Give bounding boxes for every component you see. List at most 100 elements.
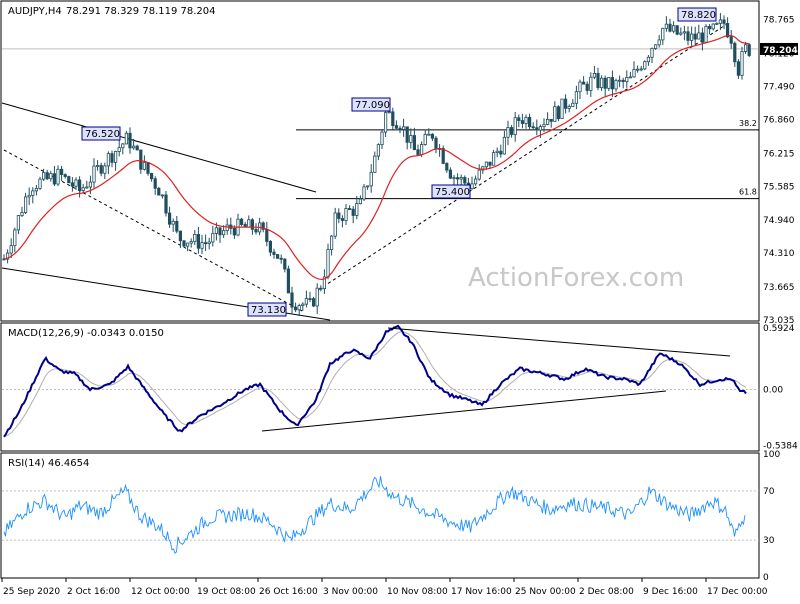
candle-body <box>149 172 154 180</box>
candle-body <box>398 127 402 130</box>
rsi-title: RSI(14) 46.4654 <box>8 458 89 469</box>
candle-body <box>499 150 503 155</box>
candle-body <box>85 186 89 189</box>
candle-body <box>355 203 359 216</box>
candle-body <box>52 173 57 185</box>
candle-body <box>509 127 514 135</box>
candle-body <box>203 242 208 245</box>
candle-body <box>661 27 665 41</box>
candle-body <box>409 135 413 143</box>
candle-body <box>315 287 319 307</box>
macd-lower-trendline <box>261 390 667 432</box>
candle-body <box>221 230 226 236</box>
candle-body <box>391 111 395 126</box>
candle-body <box>535 127 539 131</box>
candle-body <box>700 32 705 43</box>
candle-body <box>524 117 528 124</box>
candle-body <box>394 125 399 129</box>
candle-body <box>362 186 366 200</box>
rsi-line <box>3 476 746 554</box>
price-tick-label: 73.665 <box>763 283 795 293</box>
candle-body <box>304 298 309 305</box>
candle-body <box>380 131 384 146</box>
candle-body <box>463 177 467 184</box>
x-tick-label: 26 Oct 16:00 <box>259 587 318 597</box>
candle-body <box>531 126 535 129</box>
macd-layer <box>2 324 759 438</box>
candle-body <box>38 178 42 189</box>
candle-body <box>293 306 298 311</box>
candle-body <box>103 165 107 174</box>
candle-body <box>178 230 182 242</box>
rsi-tick-label: 30 <box>763 536 775 546</box>
candle-body <box>182 240 186 247</box>
candle-body <box>488 161 492 166</box>
candle-body <box>520 120 525 124</box>
candle-body <box>625 76 629 82</box>
candle-body <box>542 123 546 127</box>
candle-body <box>297 305 301 311</box>
candle-body <box>646 56 651 63</box>
candle-body <box>574 91 579 104</box>
price-tick-label: 76.860 <box>763 115 795 125</box>
candle-body <box>351 208 355 216</box>
candle-body <box>358 198 363 205</box>
candle-body <box>502 136 507 155</box>
candle-body <box>128 132 132 149</box>
candle-body <box>387 111 391 114</box>
candle-body <box>636 68 640 71</box>
rsi-tick-label: 70 <box>763 487 775 497</box>
candle-body <box>117 147 121 152</box>
price-tick-label: 77.490 <box>763 82 795 92</box>
candle-body <box>715 22 719 25</box>
candle-body <box>621 79 625 82</box>
axis-layer: 78.76578.12077.49076.86076.21575.58574.9… <box>1 16 798 597</box>
candle-body <box>239 218 244 225</box>
candle-body <box>160 194 164 197</box>
moving-average-line <box>3 34 751 281</box>
candle-body <box>49 173 53 180</box>
candle-body <box>690 33 694 41</box>
candle-body <box>650 47 654 58</box>
candle-body <box>13 229 17 247</box>
annotation-text-76.520-label: 76.520 <box>85 129 120 140</box>
candle-body <box>448 169 453 179</box>
candles <box>2 13 751 316</box>
price-annotation: 75.400 <box>431 184 471 199</box>
candle-body <box>319 287 323 290</box>
candle-body <box>722 19 726 24</box>
candle-body <box>167 212 172 225</box>
candle-body <box>445 163 449 171</box>
price-annotation: 78.820 <box>677 7 717 22</box>
candle-body <box>603 77 607 89</box>
candle-body <box>668 23 672 32</box>
candle-body <box>214 227 218 234</box>
candle-body <box>301 303 305 306</box>
candle-body <box>142 162 146 170</box>
candle-body <box>250 219 254 230</box>
x-tick-label: 25 Nov 00:00 <box>515 587 576 597</box>
x-tick-label: 17 Dec 00:00 <box>707 587 768 597</box>
macd-upper-trendline <box>387 327 731 357</box>
candle-body <box>560 98 564 120</box>
ohlc-label: 78.291 78.329 78.119 78.204 <box>66 6 216 17</box>
candle-body <box>365 185 370 188</box>
candle-body <box>337 212 341 219</box>
candle-body <box>333 212 337 237</box>
candle-body <box>726 23 730 38</box>
candle-body <box>81 187 85 191</box>
price-layer: 76.520 77.090 75.400 73.130 78.820 38.2 61.8 <box>1 7 759 321</box>
candle-body <box>708 25 712 30</box>
candle-body <box>185 242 190 247</box>
candle-body <box>373 155 377 173</box>
rsi-layer <box>2 476 759 554</box>
candle-body <box>538 126 543 131</box>
candle-body <box>110 153 114 163</box>
macd-tick-label: -0.5384 <box>763 442 798 452</box>
candle-body <box>484 161 489 168</box>
candle-body <box>286 268 291 294</box>
x-tick-label: 10 Nov 08:00 <box>387 587 448 597</box>
candle-body <box>254 228 258 233</box>
macd-title: MACD(12,26,9) -0.0343 0.0150 <box>8 328 164 339</box>
macd-tick-label: 0.00 <box>763 386 783 396</box>
